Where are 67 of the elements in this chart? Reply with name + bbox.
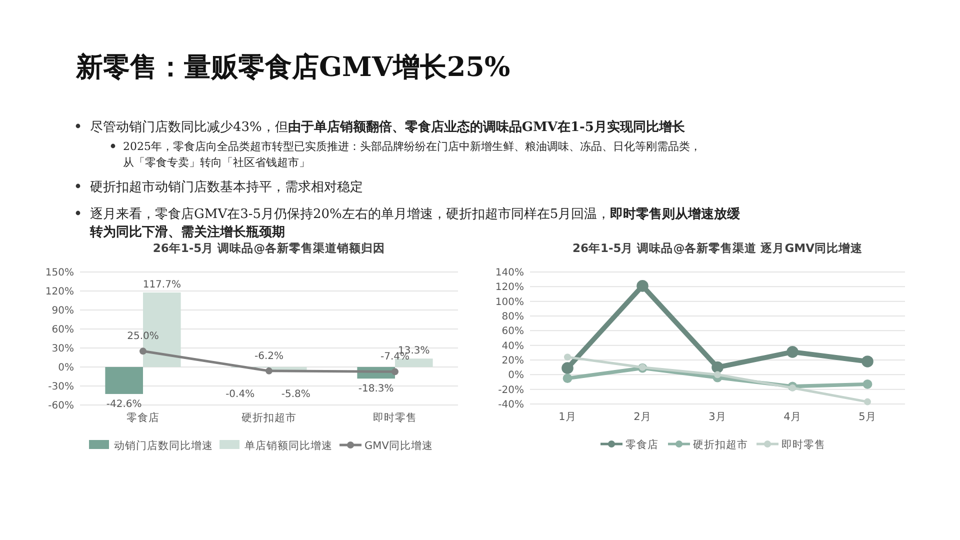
chart-title: 26年1-5月 调味品@各新零售渠道销额归因 — [152, 241, 386, 255]
x-tick-label: 2月 — [634, 411, 652, 423]
text: 硬折扣超市动销门店数基本持平，需求相对稳定 — [90, 179, 363, 195]
point — [714, 371, 721, 378]
legend-label: 硬折扣超市 — [693, 438, 748, 451]
y-tick-label: 0% — [58, 362, 74, 374]
point — [562, 362, 574, 374]
x-tick-label: 零食店 — [126, 411, 160, 424]
data-label: -6.2% — [254, 350, 284, 362]
point — [392, 368, 398, 376]
y-tick-label: -30% — [48, 382, 74, 392]
bar — [105, 367, 143, 394]
point — [564, 354, 571, 361]
x-tick-label: 即时零售 — [373, 411, 417, 424]
point — [864, 398, 871, 406]
x-tick-label: 5月 — [858, 411, 876, 423]
legend-label: 动销门店数同比增速 — [114, 439, 213, 452]
x-tick-label: 4月 — [784, 411, 802, 423]
data-label: -18.3% — [358, 384, 394, 395]
text: 从「零食专卖」转向「社区省钱超市」 — [123, 156, 310, 169]
text: 由于单店销额翻倍、零食店业态的调味品GMV在1-5月实现同比增长 — [288, 119, 686, 135]
point — [636, 280, 648, 292]
y-tick-label: 100% — [495, 296, 524, 308]
y-tick-label: -20% — [498, 384, 524, 396]
y-tick-label: -40% — [498, 400, 524, 410]
y-tick-label: 80% — [502, 312, 524, 322]
legend-label: 零食店 — [626, 438, 658, 451]
y-tick-label: 30% — [52, 344, 74, 354]
y-tick-label: 150% — [45, 268, 74, 278]
bar — [395, 358, 433, 367]
point — [712, 361, 724, 374]
text: 2025年，零食店向全品类超市转型已实质推进：头部品牌纷纷在门店中新增生鲜、粮油调味、冻品、日化等刚需品类， — [123, 140, 701, 153]
data-label: -0.4% — [226, 389, 255, 400]
point — [862, 356, 874, 368]
data-label: 117.7% — [142, 279, 181, 290]
text: 即时零售则从增速放缓 — [610, 206, 742, 222]
y-tick-label: 20% — [502, 356, 524, 366]
chart-title: 26年1-5月 调味品@各新零售渠道 逐月GMV同比增速 — [572, 241, 863, 255]
x-tick-label: 硬折扣超市 — [242, 411, 296, 424]
point — [862, 380, 872, 389]
y-tick-label: 40% — [502, 340, 524, 352]
text: 逐月来看，零食店GMV在3-5月仍保持20%左右的单月增速，硬折扣超市同样在5月回温， — [90, 206, 610, 222]
y-tick-label: 90% — [52, 306, 74, 316]
y-tick-label: 120% — [45, 286, 74, 298]
y-tick-label: 60% — [52, 324, 74, 336]
data-label: -5.8% — [281, 389, 310, 400]
data-label: -7.4% — [380, 352, 410, 363]
point — [562, 374, 572, 384]
y-tick-label: 140% — [495, 268, 524, 278]
data-label: 25.0% — [127, 331, 159, 342]
legend-label: 即时零售 — [782, 438, 826, 451]
x-tick-label: 3月 — [708, 411, 726, 423]
y-tick-label: 60% — [502, 326, 524, 338]
point — [789, 384, 796, 392]
legend-label: GMV同比增速 — [364, 439, 433, 452]
y-tick-label: 0% — [508, 370, 524, 382]
y-tick-label: 120% — [495, 282, 524, 294]
point — [786, 346, 798, 358]
text: 尽管动销门店数同比减少43%，但 — [90, 119, 288, 135]
x-tick-label: 1月 — [558, 411, 576, 423]
text: 新零售：量贩零食店GMV增长25% — [75, 52, 510, 83]
point — [140, 348, 146, 355]
data-label: -42.6% — [106, 398, 142, 410]
legend-label: 单店销额同比增速 — [244, 439, 332, 452]
point — [266, 367, 272, 374]
text: 转为同比下滑、需关注增长瓶颈期 — [89, 224, 285, 240]
y-tick-label: -60% — [48, 400, 74, 412]
